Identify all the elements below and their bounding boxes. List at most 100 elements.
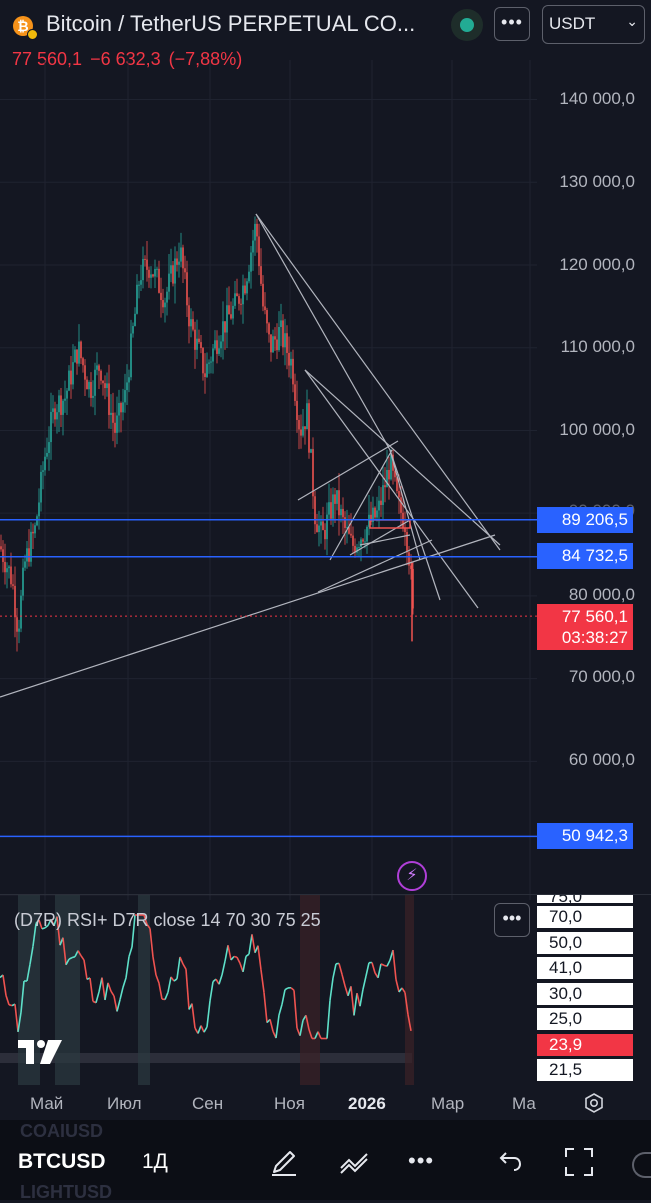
candle (344, 517, 346, 528)
tradingview-logo[interactable] (18, 1040, 62, 1064)
rsi-line-segment (285, 988, 288, 990)
level-tag[interactable]: 50 942,3 (537, 823, 633, 849)
candle (14, 586, 16, 617)
candle (286, 333, 288, 353)
candle (176, 258, 178, 264)
level-tag[interactable]: 89 206,5 (537, 507, 633, 533)
candle (6, 568, 8, 572)
candle (132, 326, 134, 333)
candle (296, 401, 298, 420)
candle (298, 420, 300, 429)
rsi-line-segment (351, 986, 354, 1015)
candle (302, 426, 304, 435)
candle (236, 293, 238, 296)
rsi-line-segment (402, 988, 405, 993)
undo-icon[interactable] (494, 1146, 526, 1178)
candle (334, 494, 336, 503)
rsi-line-segment (276, 1015, 279, 1038)
candle (166, 292, 168, 303)
candle (8, 567, 10, 569)
candle (10, 567, 12, 585)
rsi-current-value: 23,9 (537, 1034, 633, 1056)
rsi-line-segment (183, 964, 186, 969)
candle (180, 247, 182, 261)
drawing-tools-icon[interactable] (338, 1146, 370, 1178)
candle (78, 342, 80, 364)
candle (212, 348, 214, 361)
candle (284, 333, 286, 347)
rsi-more-button[interactable]: ••• (494, 903, 530, 937)
market-status-button[interactable] (451, 9, 483, 41)
candle (246, 281, 248, 293)
rsi-axis-label: 30,0 (537, 983, 633, 1005)
rsi-line-segment (225, 945, 228, 961)
rsi-line-segment (180, 957, 183, 964)
currency-select[interactable]: USDT ⌄ (542, 5, 645, 44)
settings-hexagon-icon[interactable] (584, 1093, 604, 1113)
horizontal-levels (0, 520, 537, 837)
lightning-icon[interactable]: ⚡ (397, 861, 427, 891)
candle (124, 390, 126, 402)
rsi-line-segment (15, 1004, 18, 1032)
pen-icon[interactable] (268, 1146, 300, 1178)
rsi-line-segment (363, 976, 366, 989)
candle (142, 259, 144, 280)
rsi-axis-label: 70,0 (537, 906, 633, 928)
candle (4, 562, 6, 572)
rsi-line-segment (168, 977, 171, 992)
rsi-indicator-title[interactable]: (D7R) RSI+ D7R close 14 70 30 75 25 (14, 910, 321, 931)
symbol-title[interactable]: Bitcoin / TetherUS PERPETUAL CO... (46, 11, 441, 37)
candle (250, 252, 252, 271)
candle (404, 528, 406, 532)
rsi-line-segment (291, 988, 294, 991)
candle (194, 330, 196, 350)
candle (18, 629, 20, 632)
price-axis-label: 70 000,0 (569, 667, 635, 687)
timeframe-button[interactable]: 1Д (142, 1150, 168, 1174)
rsi-zone (405, 895, 414, 1085)
candle (384, 485, 386, 487)
candle (114, 423, 116, 433)
candle (316, 524, 318, 532)
rsi-line-segment (360, 989, 363, 1006)
candle (200, 342, 202, 348)
rsi-line-segment (72, 957, 75, 958)
candle (80, 342, 82, 359)
scroll-handle[interactable] (632, 1152, 651, 1178)
candle (26, 548, 28, 561)
time-axis-label: Июл (107, 1094, 142, 1114)
rsi-line-segment (177, 957, 180, 979)
candle (40, 472, 42, 503)
candle (300, 429, 302, 435)
rsi-line-segment (150, 929, 153, 957)
rsi-line-segment (84, 960, 87, 979)
candle (144, 259, 146, 260)
price-chart[interactable] (0, 60, 537, 900)
candle (388, 470, 390, 479)
candle (50, 412, 52, 442)
candle (84, 365, 86, 379)
time-axis[interactable] (0, 1090, 651, 1118)
rsi-line-segment (81, 956, 84, 960)
candle (268, 323, 270, 334)
watchlist-item-ghost: COAIUSD (20, 1121, 103, 1142)
candle (56, 412, 58, 419)
fullscreen-icon[interactable] (563, 1146, 595, 1178)
candle (390, 455, 392, 480)
level-tag[interactable]: 84 732,5 (537, 543, 633, 569)
more-tools-button[interactable]: ••• (408, 1148, 434, 1174)
candle (186, 272, 188, 305)
candle (20, 596, 22, 629)
candle (306, 403, 308, 429)
candle (98, 365, 100, 370)
candle (86, 380, 88, 390)
candle (2, 549, 4, 562)
rsi-line-segment (114, 996, 117, 1011)
candle (106, 383, 108, 388)
price-axis-label: 80 000,0 (569, 585, 635, 605)
rsi-line-segment (378, 964, 381, 978)
candle (32, 532, 34, 534)
symbol-button[interactable]: BTCUSD (18, 1150, 106, 1174)
more-button[interactable]: ••• (494, 7, 530, 41)
rsi-line-segment (231, 956, 234, 959)
